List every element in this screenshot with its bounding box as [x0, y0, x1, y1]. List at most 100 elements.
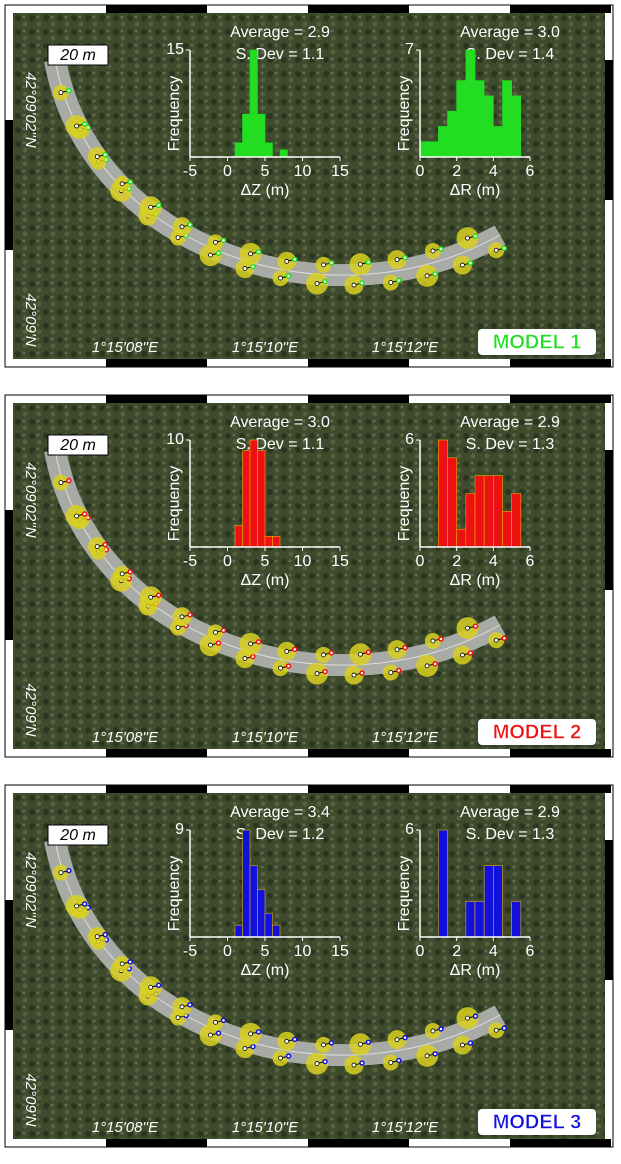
point-model: [287, 274, 291, 278]
frame-tick: [106, 749, 207, 757]
point-model: [502, 636, 506, 640]
frame-tick: [106, 359, 207, 367]
point-ref: [425, 1054, 429, 1058]
point-ref: [389, 1060, 393, 1064]
point-ref: [75, 514, 79, 518]
point-model: [502, 246, 506, 250]
x-tick-label: -5: [183, 943, 197, 960]
point-model: [403, 646, 407, 650]
point-model: [103, 153, 107, 157]
point-ref: [209, 643, 213, 647]
point-model: [287, 664, 291, 668]
x-tick-label: 4: [489, 943, 498, 960]
frame-tick: [510, 395, 611, 403]
bar: [466, 494, 475, 548]
x-tick-label: 0: [416, 163, 425, 180]
point-model: [502, 1026, 506, 1030]
point-ref: [249, 1032, 253, 1036]
point-model: [67, 479, 71, 483]
point-model: [433, 272, 437, 276]
point-ref: [214, 1020, 218, 1024]
point-model: [217, 251, 221, 255]
bar: [457, 529, 466, 547]
point-model: [433, 662, 437, 666]
model-label: MODEL 3: [493, 1111, 582, 1133]
point-model: [366, 650, 370, 654]
model-label: MODEL 2: [493, 721, 582, 743]
y-axis-label: Frequency: [166, 76, 183, 152]
point-ref: [352, 283, 356, 287]
bar: [457, 81, 466, 157]
point-ref: [460, 263, 464, 267]
point-model: [468, 651, 472, 655]
stat-label: Average = 2.9: [230, 24, 330, 41]
frame-tick: [106, 785, 207, 793]
stat-label: Average = 2.9: [460, 414, 560, 431]
point-model: [128, 570, 132, 574]
point-ref: [176, 1016, 180, 1020]
bar: [503, 511, 512, 547]
point-model: [287, 1054, 291, 1058]
x-axis-label: ΔR (m): [450, 962, 501, 979]
bar: [512, 96, 521, 157]
x-tick-label: 4: [489, 553, 498, 570]
point-ref: [321, 263, 325, 267]
point-ref: [431, 249, 435, 253]
point-ref: [352, 673, 356, 677]
lon-label: 1°15'12''E: [372, 729, 439, 746]
frame-tick: [106, 5, 207, 13]
x-tick-label: 2: [452, 553, 461, 570]
point-model: [222, 628, 226, 632]
point-ref: [180, 225, 184, 229]
point-model: [257, 1030, 261, 1034]
bar: [484, 866, 493, 937]
frame-tick: [510, 359, 611, 367]
frame-tick: [106, 1139, 207, 1147]
x-tick-label: 0: [223, 943, 232, 960]
bar: [258, 889, 266, 937]
point-ref: [214, 240, 218, 244]
point-ref: [494, 1028, 498, 1032]
bar: [243, 451, 251, 547]
lon-label: 1°15'10''E: [232, 729, 299, 746]
bar: [493, 476, 502, 547]
point-ref: [59, 481, 63, 485]
bar: [512, 901, 521, 937]
bar: [280, 150, 288, 157]
bar: [250, 866, 258, 937]
y-tick-label: 10: [166, 431, 184, 448]
point-model: [403, 256, 407, 260]
point-ref: [279, 666, 283, 670]
point-model: [157, 983, 161, 987]
frame-tick: [308, 5, 409, 13]
point-model: [397, 668, 401, 672]
point-model: [439, 637, 443, 641]
lon-label: 1°15'08''E: [92, 1119, 159, 1136]
point-model: [67, 89, 71, 93]
point-model: [157, 593, 161, 597]
point-ref: [321, 653, 325, 657]
panel: 20 m42°09'02''N42°09'N1°15'08''E1°15'10'…: [5, 395, 613, 757]
x-axis-label: ΔR (m): [450, 182, 501, 199]
x-tick-label: 0: [416, 943, 425, 960]
point-ref: [209, 1033, 213, 1037]
x-tick-label: 0: [223, 163, 232, 180]
frame-tick: [605, 450, 613, 590]
y-axis-label: Frequency: [166, 856, 183, 932]
scale-label: 20 m: [59, 47, 96, 64]
x-tick-label: 15: [331, 163, 349, 180]
stat-label: S. Dev = 1.4: [466, 46, 555, 63]
point-model: [366, 1040, 370, 1044]
point-ref: [59, 871, 63, 875]
point-model: [397, 1058, 401, 1062]
bar: [475, 476, 484, 547]
point-model: [251, 1045, 255, 1049]
point-ref: [395, 1038, 399, 1042]
point-model: [293, 647, 297, 651]
point-ref: [315, 672, 319, 676]
point-model: [360, 671, 364, 675]
point-ref: [209, 253, 213, 257]
point-model: [251, 265, 255, 269]
bar: [258, 451, 266, 547]
point-ref: [95, 935, 99, 939]
